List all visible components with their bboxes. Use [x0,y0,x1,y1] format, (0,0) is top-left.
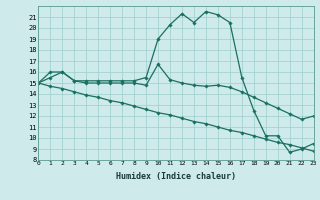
X-axis label: Humidex (Indice chaleur): Humidex (Indice chaleur) [116,172,236,181]
